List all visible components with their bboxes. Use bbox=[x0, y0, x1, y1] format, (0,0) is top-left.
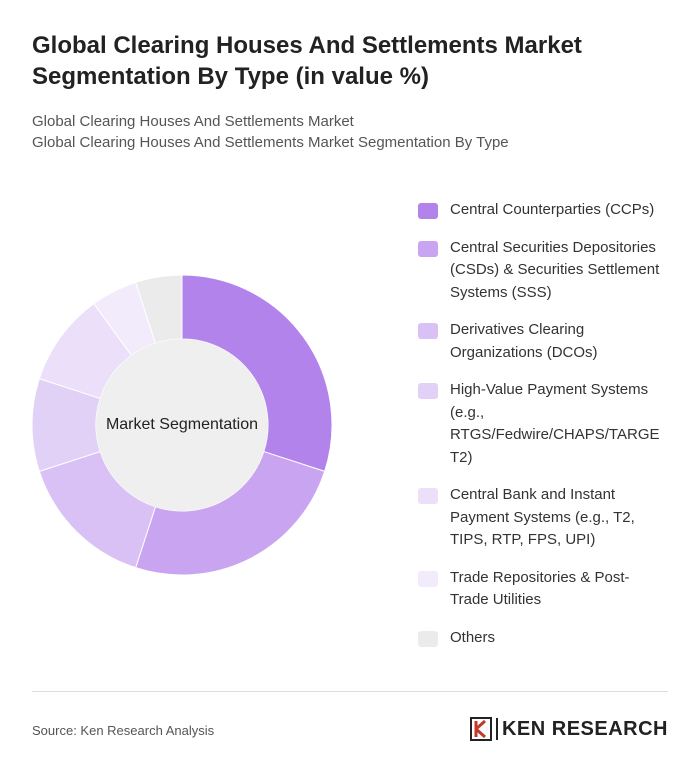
source: Source: Ken Research Analysis bbox=[32, 723, 215, 738]
brand-name: KEN RESEARCH bbox=[501, 717, 668, 740]
legend-label: Central Counterparties (CCPs) bbox=[450, 201, 655, 218]
center-label: Market Segmentation bbox=[106, 416, 258, 433]
brand-logo: KEN RESEARCH bbox=[469, 717, 668, 741]
legend-item: Central Counterparties (CCPs) bbox=[418, 199, 678, 222]
donut-chart: Market Segmentation bbox=[31, 274, 333, 576]
legend-item: Central Bank and Instant Payment Systems… bbox=[418, 484, 678, 552]
chart-title: Global Clearing Houses And Settlements M… bbox=[32, 32, 582, 90]
legend-swatch bbox=[418, 488, 438, 504]
legend-swatch bbox=[418, 383, 438, 399]
legend-swatch bbox=[418, 323, 438, 339]
legend-item: Trade Repositories & Post-Trade Utilitie… bbox=[418, 567, 678, 612]
legend-label: Central Securities Depositories (CSDs) &… bbox=[450, 238, 660, 301]
legend-swatch bbox=[418, 240, 438, 257]
legend-swatch bbox=[418, 203, 438, 219]
logo-icon bbox=[469, 717, 492, 741]
legend-label: Derivatives Clearing Organizations (DCOs… bbox=[450, 321, 598, 361]
divider bbox=[32, 691, 668, 692]
legend-label: Central Bank and Instant Payment Systems… bbox=[450, 486, 635, 548]
legend: Central Counterparties (CCPs) Central Sec… bbox=[418, 199, 678, 649]
legend-item: Derivatives Clearing Organizations (DCOs… bbox=[418, 319, 678, 364]
subtitle: Global Clearing Houses And Settlements M… bbox=[32, 134, 509, 151]
legend-item: Others bbox=[418, 627, 678, 650]
donut-center bbox=[96, 339, 268, 511]
legend-label: Trade Repositories & Post-Trade Utilitie… bbox=[450, 568, 630, 609]
legend-item: Central Securities Depositories (CSDs) &… bbox=[418, 237, 678, 305]
legend-swatch bbox=[418, 630, 438, 647]
legend-swatch bbox=[418, 570, 438, 587]
legend-item: High-Value Payment Systems (e.g., RTGS/F… bbox=[418, 379, 678, 469]
legend-label: Others bbox=[450, 628, 496, 646]
subtitle: Global Clearing Houses And Settlements M… bbox=[32, 113, 354, 130]
legend-label: High-Value Payment Systems (e.g., RTGS/F… bbox=[450, 381, 660, 466]
